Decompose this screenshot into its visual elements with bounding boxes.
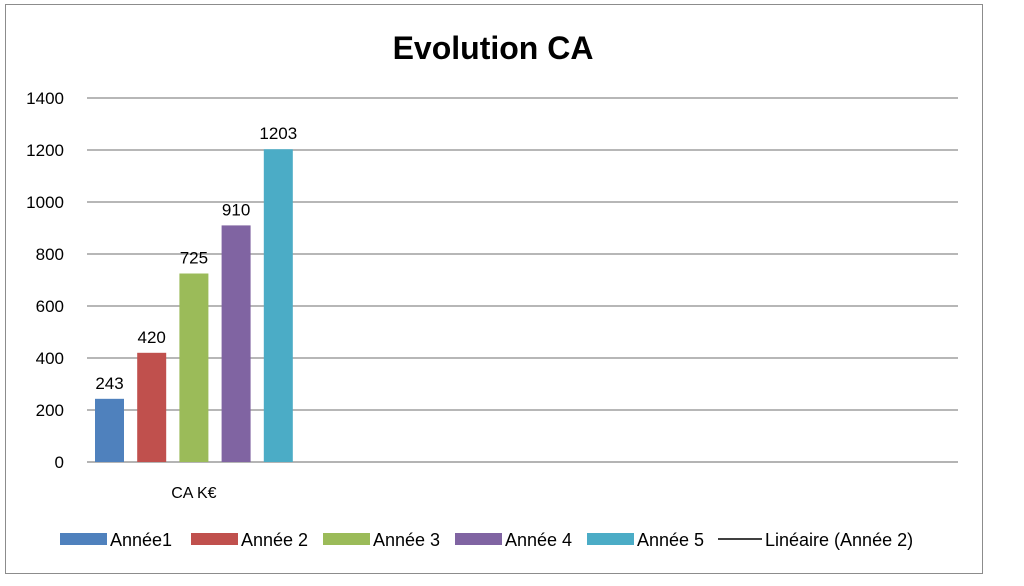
legend-item: Année 3 xyxy=(323,530,440,550)
bar xyxy=(95,398,124,462)
gridlines xyxy=(87,97,958,463)
y-tick-label: 400 xyxy=(36,349,64,368)
data-label: 243 xyxy=(95,374,123,393)
data-label: 725 xyxy=(180,249,208,268)
y-tick-label: 1400 xyxy=(26,89,64,108)
chart-frame xyxy=(5,4,983,574)
legend: Année1 Année 2 Année 3 Année 4 Année 5 Linéai… xyxy=(60,530,913,550)
x-axis-categories: CA K€ xyxy=(171,485,216,502)
legend-swatch xyxy=(455,533,502,545)
legend-label: Année1 xyxy=(110,530,172,550)
legend-item: Année 4 xyxy=(455,530,572,550)
data-label: 1203 xyxy=(259,124,297,143)
legend-label: Année 4 xyxy=(505,530,572,550)
legend-item: Année1 xyxy=(60,530,172,550)
legend-swatch xyxy=(587,533,634,545)
legend-item: Année 5 xyxy=(587,530,704,550)
legend-label: Année 3 xyxy=(373,530,440,550)
legend-swatch xyxy=(60,533,107,545)
bar xyxy=(221,225,251,462)
legend-label: Linéaire (Année 2) xyxy=(765,530,913,550)
bars xyxy=(95,149,293,462)
legend-swatch xyxy=(323,533,370,545)
bar xyxy=(263,149,293,462)
y-tick-label: 0 xyxy=(55,453,64,472)
y-tick-label: 1200 xyxy=(26,141,64,160)
y-tick-label: 600 xyxy=(36,297,64,316)
legend-label: Année 5 xyxy=(637,530,704,550)
y-tick-label: 1000 xyxy=(26,193,64,212)
y-axis-ticks: 0 200 400 600 800 1000 1200 1400 xyxy=(26,89,64,472)
bar xyxy=(179,273,209,462)
y-tick-label: 800 xyxy=(36,245,64,264)
data-label: 420 xyxy=(138,328,166,347)
data-labels: 243 420 725 910 1203 xyxy=(95,124,297,393)
legend-label: Année 2 xyxy=(241,530,308,550)
legend-item: Année 2 xyxy=(191,530,308,550)
chart-title: Evolution CA xyxy=(393,30,594,66)
legend-item: Linéaire (Année 2) xyxy=(718,530,913,550)
data-label: 910 xyxy=(222,200,250,219)
legend-swatch xyxy=(191,533,238,545)
y-tick-label: 200 xyxy=(36,401,64,420)
x-category-label: CA K€ xyxy=(171,485,216,502)
bar xyxy=(137,352,167,462)
